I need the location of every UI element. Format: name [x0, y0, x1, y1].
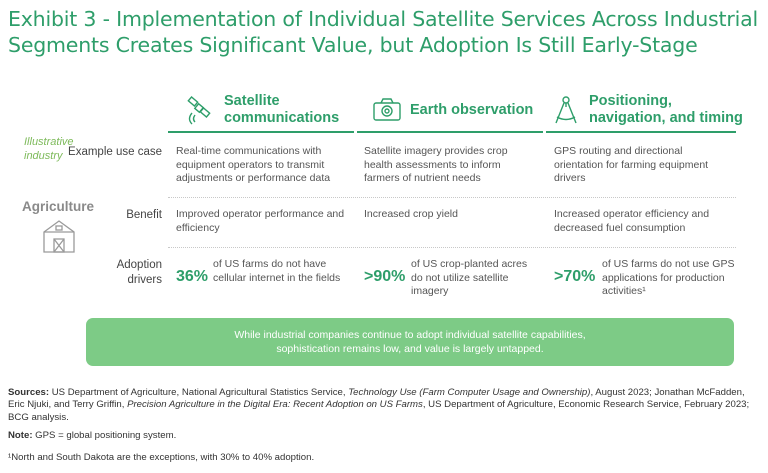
adoption-stat: >70% — [554, 268, 596, 285]
adoption-text: of US farms do not use GPS applications … — [602, 258, 735, 297]
sources-title: Precision Agriculture in the Digital Era… — [127, 399, 423, 411]
barn-icon — [43, 220, 75, 253]
sources-label: Sources: — [8, 387, 50, 398]
sources-text: US Department of Agriculture, National A… — [49, 387, 349, 398]
column-label: Earth observation — [410, 101, 534, 118]
column-divider — [357, 131, 543, 133]
column-header-pnt: Positioning, navigation, and timing — [551, 88, 749, 132]
column-divider — [168, 131, 354, 133]
row-label-benefit: Benefit — [126, 209, 162, 221]
example-cell: Satellite imagery provides crop health a… — [364, 145, 508, 184]
summary-banner: While industrial companies continue to a… — [86, 318, 734, 366]
row-label-adoption: Adoption drivers — [116, 259, 162, 286]
footnote: ¹North and South Dakota are the exceptio… — [8, 452, 315, 463]
adoption-text: of US crop-planted acres do not utilize … — [411, 258, 528, 297]
industry-name: Agriculture — [22, 199, 95, 214]
adoption-text: of US farms do not have cellular interne… — [213, 258, 341, 284]
satellite-icon — [187, 96, 211, 125]
compass-icon — [555, 96, 577, 124]
sources-text: , US Department of Agriculture, Economic… — [8, 399, 750, 423]
sources: Sources: US Department of Agriculture, N… — [8, 387, 760, 424]
column-header-earth-observation: Earth observation — [372, 88, 533, 132]
example-cell: Real-time communications with equipment … — [176, 145, 331, 184]
note-text: GPS = global positioning system. — [32, 430, 177, 441]
banner-line: sophistication remains low, and value is… — [276, 343, 544, 355]
banner-line: While industrial companies continue to a… — [234, 329, 586, 341]
benefit-cell: Increased crop yield — [364, 208, 458, 220]
sources-text: , August 2023; Jonathan McFadden, Eric N… — [8, 387, 745, 411]
note: Note: GPS = global positioning system. — [8, 430, 760, 442]
sources-title: Technology Use (Farm Computer Usage and … — [348, 387, 591, 398]
column-header-satcom: Satellite communications — [186, 88, 344, 132]
note-label: Note: — [8, 430, 33, 441]
row-separator — [168, 247, 736, 248]
column-label: Satellite communications — [224, 93, 340, 126]
adoption-stat: 36% — [176, 268, 209, 285]
camera-icon — [373, 98, 401, 121]
adoption-stat: >90% — [364, 268, 406, 285]
row-label-example: Example use case — [68, 146, 162, 158]
illustrative-industry-label: Illustrative industry — [24, 136, 74, 162]
column-label: Positioning, navigation, and timing — [589, 93, 743, 126]
example-cell: GPS routing and directional orientation … — [554, 145, 709, 184]
column-divider — [546, 131, 736, 133]
benefit-cell: Improved operator performance and effici… — [176, 208, 345, 234]
benefit-cell: Increased operator efficiency and decrea… — [554, 208, 710, 234]
page-title: Exhibit 3 - Implementation of Individual… — [8, 7, 758, 57]
row-separator — [168, 197, 736, 198]
